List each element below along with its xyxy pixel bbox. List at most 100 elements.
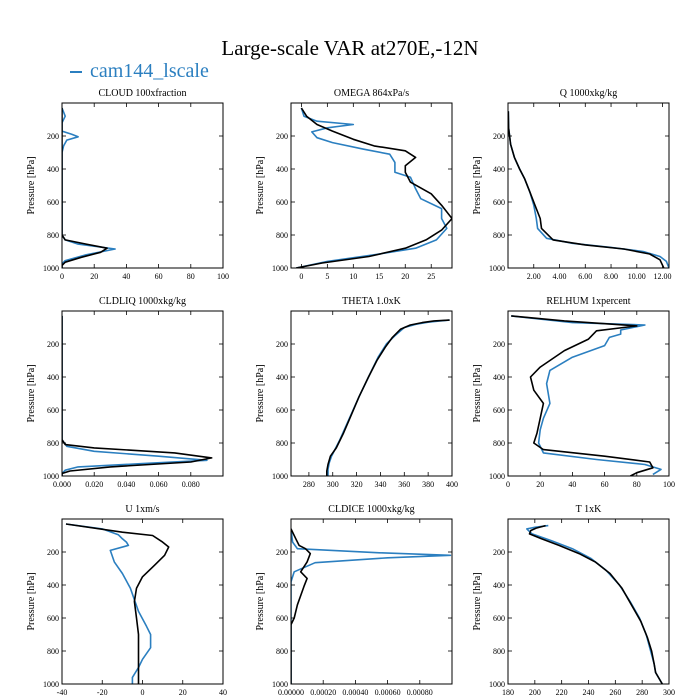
x-tick-label: 80: [633, 480, 641, 489]
x-tick-label: 12.00: [654, 272, 672, 281]
panel-title: OMEGA 864xPa/s: [334, 88, 409, 99]
panel-title: CLDICE 1000xkg/kg: [328, 504, 414, 515]
panel-title: T 1xK: [576, 504, 602, 515]
series-line-reference: [65, 523, 170, 684]
y-tick-label: 600: [493, 614, 505, 623]
x-tick-label: 60: [155, 272, 163, 281]
x-tick-label: 180: [502, 688, 514, 697]
panel-5: THETA 1.0xK Pressure [hPa] 280 300 320 340 360…: [255, 296, 458, 489]
y-tick-label: 600: [47, 406, 59, 415]
x-tick-label: 300: [663, 688, 675, 697]
x-tick-label: 15: [375, 272, 383, 281]
y-tick-label: 200: [276, 340, 288, 349]
panel-title: CLDLIQ 1000xkg/kg: [99, 296, 186, 307]
y-tick-label: 1000: [43, 264, 59, 273]
panel-6: RELHUM 1xpercent Pressure [hPa] 0 20 40 60 80 1…: [472, 296, 675, 489]
x-tick-label: 100: [663, 480, 675, 489]
panel-2: OMEGA 864xPa/s Pressure [hPa] 0 5 10 15 20 25 20…: [255, 88, 453, 281]
y-tick-label: 400: [276, 165, 288, 174]
y-tick-label: 600: [493, 198, 505, 207]
panel-title: CLOUD 100xfraction: [98, 88, 186, 99]
series-line-cam144_lscale: [62, 107, 116, 268]
series-line-cam144_lscale: [296, 107, 448, 268]
y-tick-label: 1000: [489, 680, 505, 689]
x-tick-label: 40: [568, 480, 576, 489]
y-tick-label: 600: [276, 406, 288, 415]
x-tick-label: 0.00040: [342, 688, 368, 697]
y-tick-label: 1000: [43, 680, 59, 689]
panel-title: THETA 1.0xK: [342, 296, 401, 307]
y-tick-label: 200: [47, 340, 59, 349]
x-tick-label: 4.00: [553, 272, 567, 281]
plot-frame: [290, 310, 453, 477]
x-tick-label: 40: [219, 688, 227, 697]
x-tick-label: 10: [349, 272, 357, 281]
y-axis-label: Pressure [hPa]: [472, 364, 483, 422]
x-tick-label: 20: [401, 272, 409, 281]
plot-frame: [290, 518, 453, 685]
y-tick-label: 400: [47, 581, 59, 590]
y-axis-label: Pressure [hPa]: [26, 572, 37, 630]
x-tick-label: 6.00: [578, 272, 592, 281]
y-tick-label: 200: [493, 132, 505, 141]
x-tick-label: 0.080: [182, 480, 200, 489]
y-tick-label: 200: [47, 548, 59, 557]
panel-3: Q 1000xkg/kg Pressure [hPa] 2.00 4.00 6.00 8.…: [472, 88, 672, 281]
plot-frame: [61, 102, 224, 269]
y-axis-label: Pressure [hPa]: [472, 156, 483, 214]
y-tick-label: 400: [493, 581, 505, 590]
plot-frame: [507, 518, 670, 685]
x-tick-label: 200: [529, 688, 541, 697]
panel-title: U 1xm/s: [125, 504, 159, 515]
panel-7: U 1xm/s Pressure [hPa] -40 -20 0 20 40 200 400 60…: [26, 504, 227, 697]
y-axis-label: Pressure [hPa]: [26, 364, 37, 422]
y-axis-label: Pressure [hPa]: [255, 572, 266, 630]
y-tick-label: 600: [493, 406, 505, 415]
y-tick-label: 800: [276, 439, 288, 448]
plot-frame: [507, 102, 670, 269]
y-tick-label: 400: [276, 581, 288, 590]
x-tick-label: 0.00060: [375, 688, 401, 697]
y-tick-label: 600: [47, 198, 59, 207]
x-tick-label: 0.020: [85, 480, 103, 489]
x-tick-label: 0.00080: [407, 688, 433, 697]
y-tick-label: 800: [493, 231, 505, 240]
y-axis-label: Pressure [hPa]: [255, 364, 266, 422]
x-tick-label: 2.00: [527, 272, 541, 281]
figure-title: Large-scale VAR at270E,-12N: [221, 36, 479, 60]
x-tick-label: 0.000: [53, 480, 71, 489]
x-tick-label: 360: [398, 480, 410, 489]
y-tick-label: 1000: [272, 680, 288, 689]
x-tick-label: 100: [217, 272, 229, 281]
x-tick-label: 20: [536, 480, 544, 489]
y-axis-label: Pressure [hPa]: [26, 156, 37, 214]
x-tick-label: 25: [427, 272, 435, 281]
series-line-reference: [296, 107, 452, 268]
x-tick-label: 80: [187, 272, 195, 281]
legend-line-swatch: [70, 71, 82, 74]
y-tick-label: 800: [47, 231, 59, 240]
x-tick-label: 10.00: [628, 272, 646, 281]
x-tick-label: 0: [60, 272, 64, 281]
panel-title: RELHUM 1xpercent: [546, 296, 630, 307]
y-tick-label: 600: [276, 198, 288, 207]
x-tick-label: 220: [556, 688, 568, 697]
x-tick-label: 40: [122, 272, 130, 281]
x-tick-label: 5: [325, 272, 329, 281]
y-tick-label: 800: [47, 647, 59, 656]
y-tick-label: 400: [493, 373, 505, 382]
y-tick-label: 1000: [272, 264, 288, 273]
y-tick-label: 400: [276, 373, 288, 382]
x-tick-label: 20: [90, 272, 98, 281]
series-line-reference: [62, 315, 213, 476]
panel-4: CLDLIQ 1000xkg/kg Pressure [hPa] 0.000 0.02…: [26, 296, 224, 489]
y-tick-label: 800: [493, 439, 505, 448]
y-tick-label: 200: [47, 132, 59, 141]
x-tick-label: 0: [299, 272, 303, 281]
x-tick-label: 0.00020: [310, 688, 336, 697]
series-line-cam144_lscale: [291, 528, 452, 684]
y-tick-label: 1000: [272, 472, 288, 481]
series-line-cam144_lscale: [511, 315, 662, 476]
x-tick-label: 240: [583, 688, 595, 697]
